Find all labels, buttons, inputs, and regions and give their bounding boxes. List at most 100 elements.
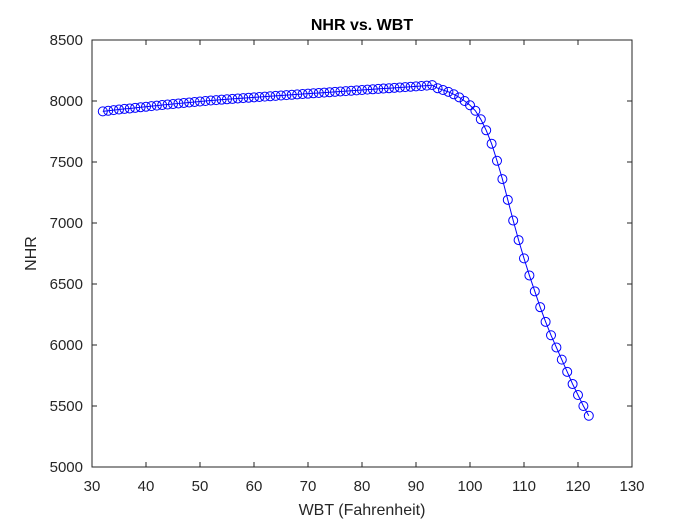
x-tick-label: 60 (246, 478, 263, 495)
data-point (567, 379, 578, 390)
data-point (157, 100, 168, 111)
data-point (114, 104, 124, 115)
x-tick-label: 80 (354, 478, 371, 495)
y-tick-label: 6000 (50, 337, 83, 354)
data-point (292, 89, 303, 100)
chart-title: NHR vs. WBT (311, 17, 413, 34)
x-tick-label: 70 (300, 478, 317, 495)
data-point (281, 90, 292, 101)
data-point (205, 95, 216, 106)
y-axis-label: NHR (23, 236, 40, 271)
data-point (141, 101, 151, 112)
data-point (335, 86, 346, 97)
data-point (189, 96, 200, 107)
data-point (303, 88, 313, 99)
data-point (492, 155, 502, 166)
data-point (297, 89, 308, 100)
data-point (254, 91, 265, 102)
x-tick-label: 30 (84, 478, 101, 495)
data-point (578, 401, 589, 411)
data-point (373, 83, 384, 94)
y-tick-label: 7000 (50, 215, 83, 232)
data-point (168, 99, 178, 110)
data-point (486, 138, 497, 149)
data-point (421, 80, 432, 91)
data-point (249, 92, 259, 103)
axis-tick-labels: 30 40 50 60 70 80 90 100 110 120 130 5000 5500 6000 65… (50, 32, 645, 495)
data-point (556, 354, 567, 365)
data-point (108, 105, 119, 116)
data-point (411, 81, 421, 92)
data-point (497, 174, 508, 185)
data-point (481, 125, 492, 136)
data-point (130, 102, 141, 113)
data-point (443, 86, 454, 97)
data-point (583, 410, 594, 421)
data-point (135, 102, 146, 113)
axis-ticks (91, 39, 633, 468)
data-point (340, 86, 351, 97)
data-point (286, 89, 297, 100)
y-tick-label: 8500 (50, 32, 83, 49)
data-point (146, 101, 157, 112)
x-tick-label: 40 (138, 478, 155, 495)
data-point (465, 100, 475, 111)
data-point (222, 94, 232, 105)
data-point (243, 92, 254, 103)
data-point (270, 90, 281, 101)
data-point (227, 93, 238, 104)
data-point (308, 88, 319, 99)
data-point (195, 96, 205, 107)
data-point (162, 99, 173, 110)
data-point (200, 96, 211, 106)
data-point (535, 302, 546, 313)
y-tick-label: 5000 (50, 459, 83, 476)
data-point (427, 80, 438, 91)
data-point (238, 93, 249, 104)
data-point (416, 80, 427, 91)
data-point (448, 89, 459, 100)
data-point (529, 286, 540, 297)
y-tick-label: 7500 (50, 154, 83, 171)
y-tick-label: 8000 (50, 93, 83, 110)
data-point (313, 87, 324, 98)
data-point (475, 114, 486, 125)
data-point (546, 330, 556, 341)
data-point (151, 100, 162, 111)
data-point (346, 85, 357, 96)
data-point (103, 105, 114, 116)
plot-area (91, 39, 633, 468)
data-point (454, 92, 465, 103)
data-point (540, 316, 551, 327)
data-point (97, 106, 108, 117)
data-point (551, 342, 562, 353)
y-tick-label: 5500 (50, 398, 83, 415)
data-point (573, 390, 583, 401)
data-point (524, 270, 535, 281)
x-tick-label: 50 (192, 478, 209, 495)
data-point (470, 105, 481, 116)
data-point (324, 87, 335, 98)
data-point (357, 85, 367, 96)
data-point (562, 366, 573, 377)
x-tick-label: 100 (457, 478, 482, 495)
data-point (513, 235, 524, 246)
data-point (502, 194, 513, 205)
data-point (119, 103, 130, 114)
x-tick-label: 120 (565, 478, 590, 495)
data-point (211, 95, 222, 106)
data-point (351, 85, 362, 96)
data-point (232, 93, 243, 104)
data-point (432, 83, 443, 94)
data-point (384, 83, 394, 94)
data-point (389, 82, 400, 93)
data-point (319, 87, 330, 98)
x-tick-label: 130 (619, 478, 644, 495)
data-point (124, 103, 135, 114)
data-point (519, 253, 529, 264)
data-point (178, 97, 189, 108)
series-markers (97, 80, 594, 421)
data-point (265, 91, 276, 102)
data-point (438, 85, 448, 96)
data-point (216, 94, 227, 105)
